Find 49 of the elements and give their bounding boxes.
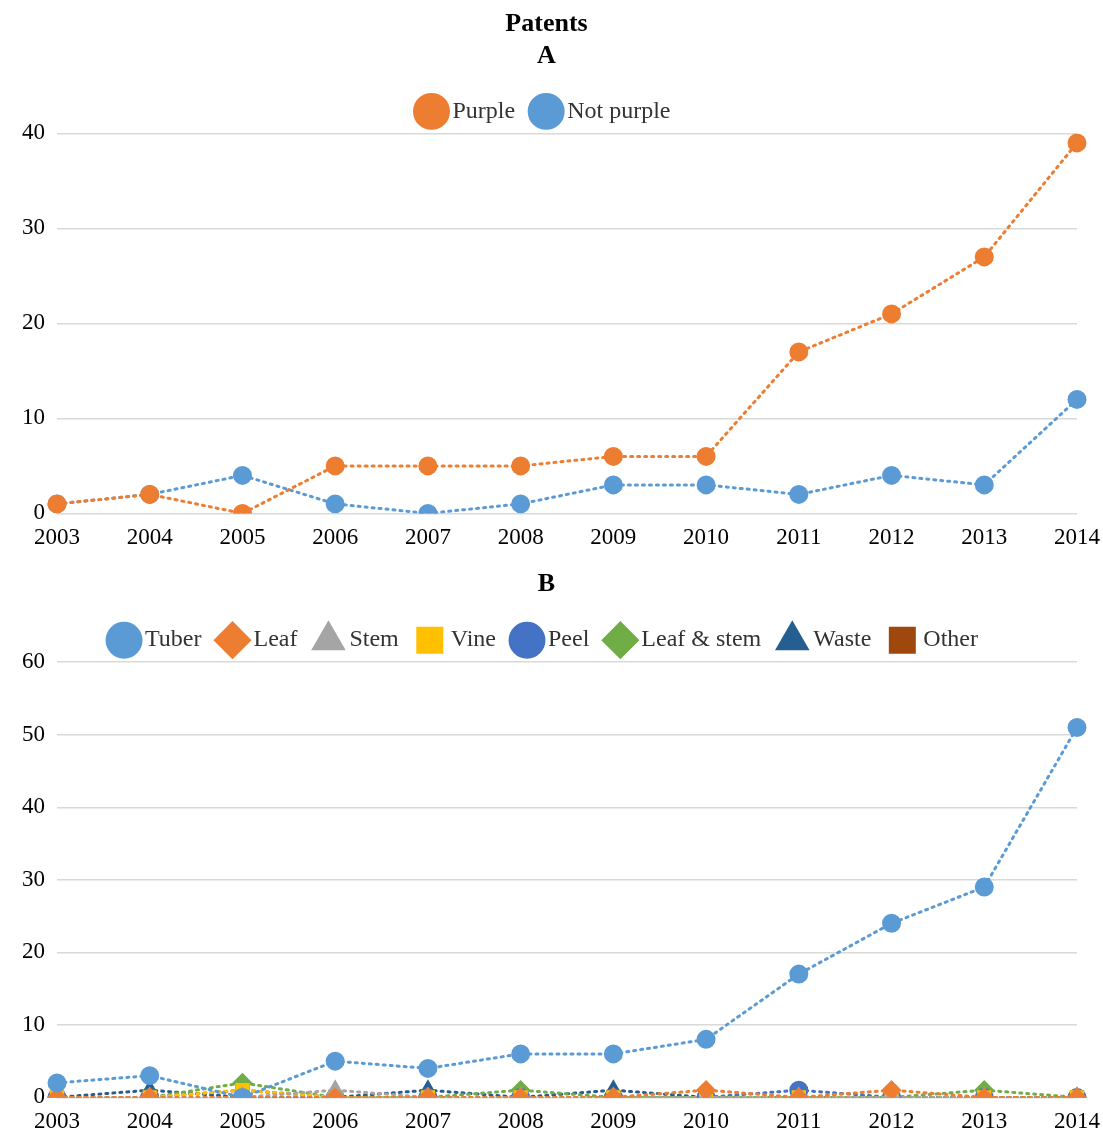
x-tick-label: 2007 bbox=[404, 524, 451, 550]
y-tick-label: 20 bbox=[22, 938, 45, 964]
legend-label: Peel bbox=[548, 625, 590, 652]
y-tick-label: 0 bbox=[33, 1083, 45, 1109]
chart-title: Patents bbox=[505, 8, 588, 38]
x-tick-label: 2003 bbox=[34, 1108, 80, 1134]
legend-label: Tuber bbox=[145, 625, 202, 652]
x-tick-label: 2004 bbox=[126, 524, 174, 550]
x-tick-label: 2010 bbox=[683, 1108, 730, 1134]
x-tick-label: 2010 bbox=[683, 524, 730, 550]
chart-subtitle: A bbox=[537, 39, 557, 69]
legend-label: Other bbox=[923, 625, 978, 652]
legend-label: Waste bbox=[813, 625, 872, 652]
legend-label: Vine bbox=[450, 625, 497, 652]
x-tick-label: 2009 bbox=[590, 524, 637, 550]
x-tick-label: 2006 bbox=[312, 524, 359, 550]
y-tick-label: 0 bbox=[33, 499, 45, 525]
y-tick-label: 40 bbox=[22, 119, 45, 145]
x-tick-label: 2014 bbox=[1054, 524, 1101, 550]
x-tick-label: 2014 bbox=[1054, 1108, 1101, 1134]
legend-label: Leaf bbox=[253, 625, 298, 652]
legend-label: Not purple bbox=[567, 96, 671, 123]
legend-label: Leaf & stem bbox=[641, 625, 762, 652]
chart-title: B bbox=[537, 568, 556, 598]
x-tick-label: 2007 bbox=[404, 1108, 451, 1134]
x-tick-label: 2012 bbox=[868, 1108, 915, 1134]
y-tick-label: 10 bbox=[22, 1010, 45, 1036]
x-tick-label: 2013 bbox=[961, 1108, 1008, 1134]
x-tick-label: 2012 bbox=[868, 524, 915, 550]
x-tick-label: 2008 bbox=[497, 1108, 544, 1134]
x-tick-label: 2005 bbox=[219, 524, 266, 550]
y-tick-label: 30 bbox=[22, 865, 45, 891]
legend-label: Stem bbox=[349, 625, 400, 652]
x-tick-label: 2004 bbox=[126, 1108, 174, 1134]
x-tick-label: 2008 bbox=[497, 524, 544, 550]
x-tick-label: 2006 bbox=[312, 1108, 359, 1134]
legend-label: Purple bbox=[452, 96, 516, 123]
x-tick-label: 2011 bbox=[776, 524, 822, 550]
x-tick-label: 2011 bbox=[776, 1108, 822, 1134]
x-tick-label: 2009 bbox=[590, 1108, 637, 1134]
x-tick-label: 2003 bbox=[34, 524, 80, 550]
y-tick-label: 60 bbox=[22, 648, 45, 674]
x-tick-label: 2005 bbox=[219, 1108, 266, 1134]
y-tick-label: 20 bbox=[22, 309, 45, 335]
y-tick-label: 30 bbox=[22, 214, 45, 240]
y-tick-label: 10 bbox=[22, 404, 45, 430]
y-tick-label: 40 bbox=[22, 793, 45, 819]
x-tick-label: 2013 bbox=[961, 524, 1008, 550]
y-tick-label: 50 bbox=[22, 720, 45, 746]
